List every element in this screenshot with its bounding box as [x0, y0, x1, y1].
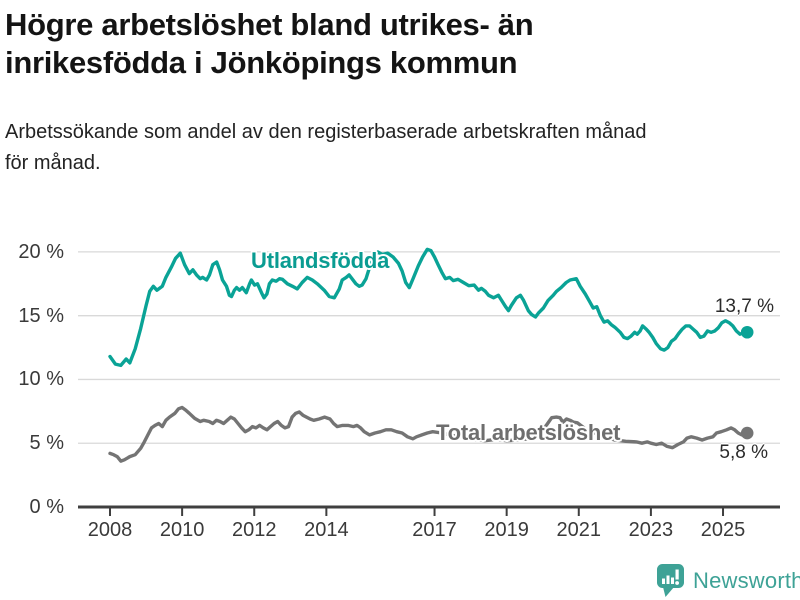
- end-value-label-total: 5,8 %: [719, 442, 768, 463]
- newsworthy-logo-icon: [657, 564, 684, 597]
- y-axis-tick-label: 10 %: [18, 368, 64, 391]
- newsworthy-brand: Newsworthy: [656, 563, 800, 598]
- end-value-label-utlandsfodda: 13,7 %: [714, 296, 774, 317]
- x-axis-tick-label: 2014: [304, 519, 349, 541]
- title-line-1: Högre arbetslöshet bland utrikes- än: [5, 7, 534, 42]
- series-label-utlandsfodda: Utlandsfödda: [251, 248, 390, 273]
- series-end-dot-0: [740, 325, 754, 339]
- x-axis-tick-label: 2021: [556, 519, 602, 541]
- series-end-dot-1: [740, 426, 754, 440]
- page-title: Högre arbetslöshet bland utrikes- än inr…: [5, 6, 785, 82]
- series-line-0: [108, 247, 749, 368]
- series-label-total-arbetsloshet: Total arbetslöshet: [436, 420, 621, 445]
- y-axis-tick-label: 5 %: [29, 432, 64, 455]
- newsworthy-brand-text: Newsworthy: [693, 567, 800, 593]
- x-axis-tick-label: 2023: [628, 519, 674, 541]
- y-axis-tick-label: 20 %: [18, 240, 64, 263]
- x-axis-tick-label: 2019: [484, 519, 529, 541]
- series-line-1: [108, 405, 749, 463]
- x-axis-tick-label: 2008: [87, 519, 133, 541]
- x-axis-tick-label: 2017: [412, 519, 457, 541]
- title-line-2: inrikesfödda i Jönköpings kommun: [5, 45, 518, 80]
- y-axis-tick-label: 15 %: [18, 304, 64, 327]
- subtitle-line-1: Arbetssökande som andel av den registerb…: [5, 121, 647, 143]
- subtitle-line-2: för månad.: [5, 152, 101, 174]
- chart-subtitle: Arbetssökande som andel av den registerb…: [5, 117, 785, 179]
- x-axis-tick-label: 2010: [159, 519, 205, 541]
- x-axis-tick-label: 2012: [231, 519, 277, 541]
- y-axis-tick-label: 0 %: [29, 496, 64, 518]
- x-axis-tick-label: 2025: [700, 519, 746, 541]
